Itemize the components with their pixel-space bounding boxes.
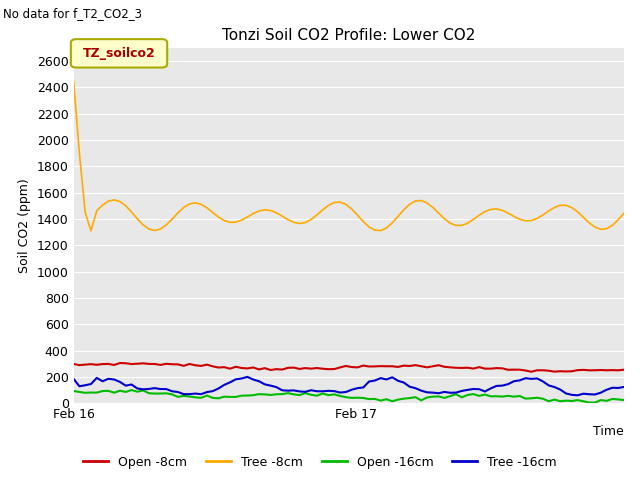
- Y-axis label: Soil CO2 (ppm): Soil CO2 (ppm): [19, 178, 31, 273]
- Title: Tonzi Soil CO2 Profile: Lower CO2: Tonzi Soil CO2 Profile: Lower CO2: [222, 28, 476, 43]
- Text: No data for f_T2_CO2_3: No data for f_T2_CO2_3: [3, 7, 142, 20]
- Text: Time: Time: [593, 424, 624, 437]
- FancyBboxPatch shape: [71, 39, 167, 68]
- Legend: Open -8cm, Tree -8cm, Open -16cm, Tree -16cm: Open -8cm, Tree -8cm, Open -16cm, Tree -…: [78, 451, 562, 474]
- Text: TZ_soilco2: TZ_soilco2: [83, 47, 156, 60]
